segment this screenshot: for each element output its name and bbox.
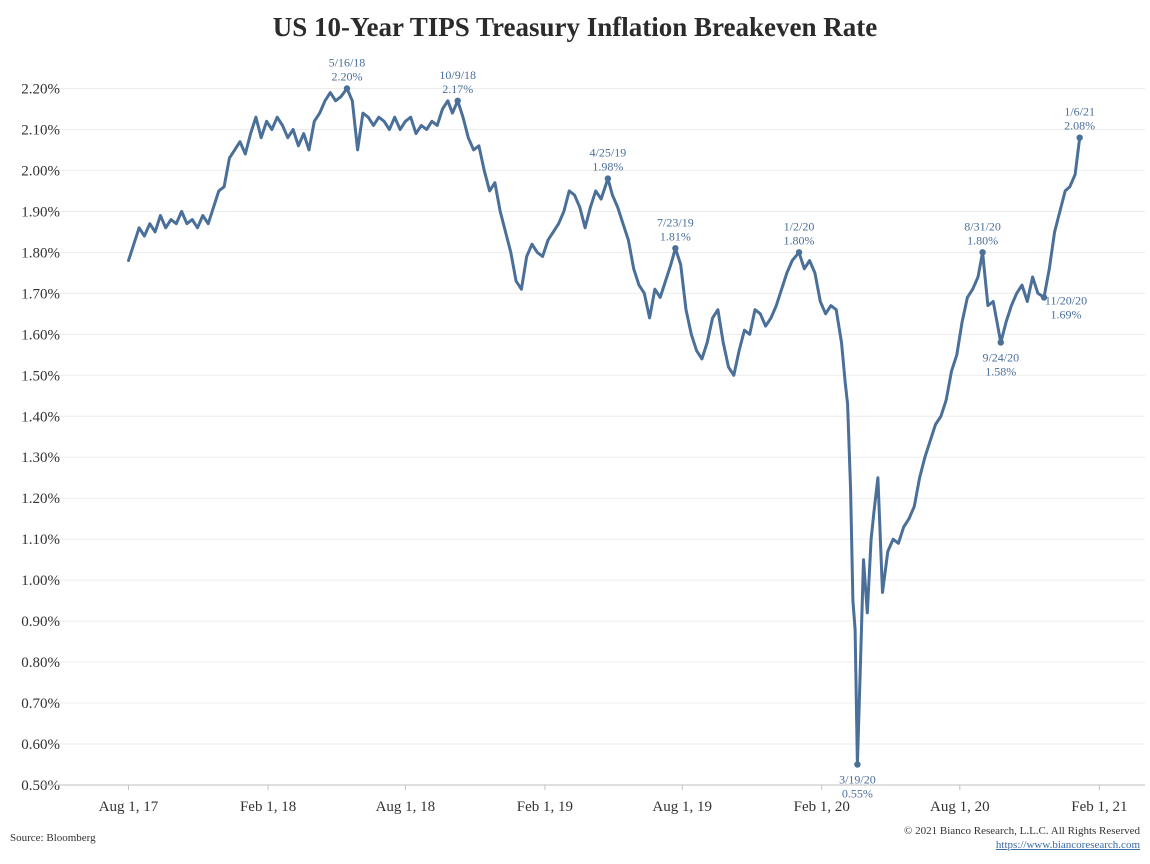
annotation-date: 10/9/18 <box>439 68 476 82</box>
gridlines <box>40 87 1145 786</box>
y-tick-label: 1.10% <box>21 532 60 548</box>
annotation-date: 7/23/19 <box>657 215 694 229</box>
y-tick-label: 2.00% <box>21 163 60 179</box>
y-tick-label: 2.20% <box>21 81 60 97</box>
x-tick-label: Feb 1, 21 <box>1071 799 1127 815</box>
y-tick-label: 1.90% <box>21 204 60 220</box>
series-layer <box>127 87 1082 766</box>
annotation-value: 1.80% <box>967 233 998 247</box>
annotation-marker <box>1076 134 1083 141</box>
annotation-marker <box>997 339 1004 346</box>
y-tick-label: 1.80% <box>21 245 60 261</box>
annotation-marker <box>979 249 986 256</box>
x-tick-label: Feb 1, 20 <box>794 799 850 815</box>
annotation-date: 1/6/21 <box>1064 105 1095 119</box>
y-tick-label: 1.50% <box>21 368 60 384</box>
annotation-date: 4/25/19 <box>590 146 627 160</box>
y-tick-label: 1.60% <box>21 327 60 343</box>
annotation-value: 2.08% <box>1064 119 1095 133</box>
series-line <box>127 87 1082 766</box>
annotation-value: 1.81% <box>660 229 691 243</box>
annotation-value: 1.69% <box>1051 307 1082 321</box>
x-tick-label: Aug 1, 18 <box>376 799 436 815</box>
annotation-value: 1.98% <box>592 160 623 174</box>
y-tick-label: 0.60% <box>21 737 60 753</box>
y-tick-label: 0.90% <box>21 614 60 630</box>
annotation-marker <box>854 761 861 768</box>
x-tick-label: Aug 1, 20 <box>930 799 990 815</box>
copyright-text: © 2021 Bianco Research, L.L.C. All Right… <box>904 825 1140 837</box>
annotation-value: 2.20% <box>331 69 362 83</box>
annotation-value: 1.58% <box>985 365 1016 379</box>
y-tick-label: 0.80% <box>21 655 60 671</box>
annotation-value: 0.55% <box>842 787 873 801</box>
annotation-marker <box>1040 294 1048 301</box>
copyright-block: © 2021 Bianco Research, L.L.C. All Right… <box>904 824 1140 852</box>
annotation-date: 8/31/20 <box>964 219 1001 233</box>
annotation-marker <box>795 249 803 256</box>
x-tick-label: Aug 1, 17 <box>99 799 159 815</box>
chart-title: US 10-Year TIPS Treasury Inflation Break… <box>272 12 878 42</box>
annotation-date: 9/24/20 <box>982 351 1019 365</box>
y-tick-label: 1.00% <box>21 573 60 589</box>
annotation-marker <box>343 85 351 92</box>
annotation-date: 3/19/20 <box>839 773 876 787</box>
y-tick-label: 0.70% <box>21 696 60 712</box>
x-axis: Aug 1, 17 Feb 1, 18 Aug 1, 18 Feb 1, 19 Aug … <box>40 784 1145 815</box>
annotation-marker <box>604 175 612 182</box>
annotation-value: 2.17% <box>442 82 473 96</box>
website-link[interactable]: https://www.biancoresearch.com <box>995 839 1140 851</box>
y-axis: 0.50% 0.60% 0.70% 0.80% 0.90% 1.00% 1.10% 1.20%… <box>21 81 60 794</box>
y-tick-label: 1.30% <box>21 450 60 466</box>
annotation-marker <box>454 97 461 104</box>
y-tick-label: 1.70% <box>21 286 60 302</box>
annotation-value: 1.80% <box>784 233 815 247</box>
source-note: Source: Bloomberg <box>10 832 96 844</box>
y-tick-label: 2.10% <box>21 122 60 138</box>
annotation-date: 5/16/18 <box>329 55 366 69</box>
y-tick-label: 1.20% <box>21 491 60 507</box>
x-tick-label: Feb 1, 19 <box>517 799 573 815</box>
annotation-date: 11/20/20 <box>1045 293 1087 307</box>
x-tick-label: Feb 1, 18 <box>240 799 296 815</box>
y-tick-label: 1.40% <box>21 409 60 425</box>
annotation-date: 1/2/20 <box>784 219 815 233</box>
annotations-layer: 5/16/182.20% 10/9/182.17% 4/25/191.98% 7/23… <box>329 55 1096 800</box>
y-tick-label: 0.50% <box>21 778 60 794</box>
x-tick-label: Aug 1, 19 <box>652 799 712 815</box>
annotation-marker <box>672 245 679 252</box>
